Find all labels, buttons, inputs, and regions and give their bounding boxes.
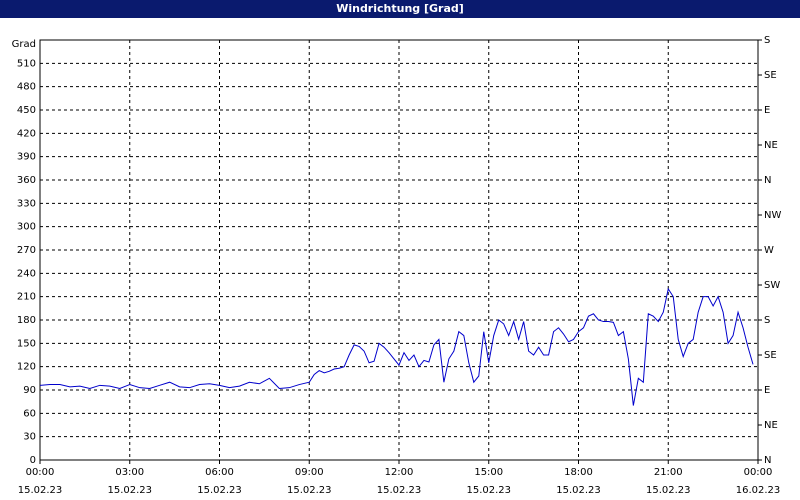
x-tick-label: 12:00 — [385, 467, 414, 478]
x-tick-date: 16.02.23 — [736, 485, 781, 496]
y2-tick-label: S — [764, 35, 770, 46]
y-tick-label: 150 — [17, 338, 36, 349]
x-tick-label: 15:00 — [474, 467, 503, 478]
y2-tick-label: N — [764, 455, 771, 466]
y2-tick-label: SW — [764, 280, 780, 291]
y-tick-label: 330 — [17, 198, 36, 209]
x-tick-label: 00:00 — [26, 467, 55, 478]
y-tick-label: 300 — [17, 222, 36, 233]
x-tick-label: 03:00 — [115, 467, 144, 478]
y-tick-label: 180 — [17, 315, 36, 326]
y-tick-label: 240 — [17, 268, 36, 279]
y2-tick-label: SE — [764, 350, 777, 361]
x-tick-label: 09:00 — [295, 467, 324, 478]
x-tick-date: 15.02.23 — [377, 485, 422, 496]
x-tick-label: 21:00 — [654, 467, 683, 478]
y-tick-label: 270 — [17, 245, 36, 256]
y2-tick-label: E — [764, 385, 770, 396]
y-tick-label: 390 — [17, 152, 36, 163]
y-tick-label: 30 — [23, 432, 36, 443]
y2-tick-label: W — [764, 245, 774, 256]
y2-tick-label: N — [764, 175, 771, 186]
x-tick-date: 15.02.23 — [18, 485, 63, 496]
x-tick-date: 15.02.23 — [466, 485, 511, 496]
y-tick-label: 0 — [30, 455, 36, 466]
x-tick-date: 15.02.23 — [197, 485, 242, 496]
y-tick-label: 360 — [17, 175, 36, 186]
y-tick-label: 210 — [17, 292, 36, 303]
x-tick-date: 15.02.23 — [107, 485, 152, 496]
x-tick-date: 15.02.23 — [556, 485, 601, 496]
x-tick-label: 18:00 — [564, 467, 593, 478]
y-tick-label: 450 — [17, 105, 36, 116]
chart: Grad 0 30 60 90 120 150 180 210 240 270 300 330 360 39… — [12, 35, 782, 496]
y2-tick-label: SE — [764, 70, 777, 81]
y2-tick-label: NW — [764, 210, 781, 221]
y-tick-label: 420 — [17, 128, 36, 139]
y2-tick-label: E — [764, 105, 770, 116]
y2-tick-label: NE — [764, 140, 778, 151]
y-tick-label: 60 — [23, 408, 36, 419]
y2-tick-label: S — [764, 315, 770, 326]
y-axis-label: Grad — [12, 39, 36, 50]
data-line — [39, 287, 754, 406]
x-tick-label: 06:00 — [205, 467, 234, 478]
x-tick-label: 00:00 — [744, 467, 773, 478]
window-title: Windrichtung [Grad] — [0, 0, 800, 18]
y-tick-label: 90 — [23, 385, 36, 396]
y-tick-label: 510 — [17, 58, 36, 69]
y-tick-label: 480 — [17, 82, 36, 93]
y-tick-label: 120 — [17, 362, 36, 373]
y2-tick-label: NE — [764, 420, 778, 431]
x-tick-date: 15.02.23 — [646, 485, 691, 496]
x-tick-date: 15.02.23 — [287, 485, 332, 496]
